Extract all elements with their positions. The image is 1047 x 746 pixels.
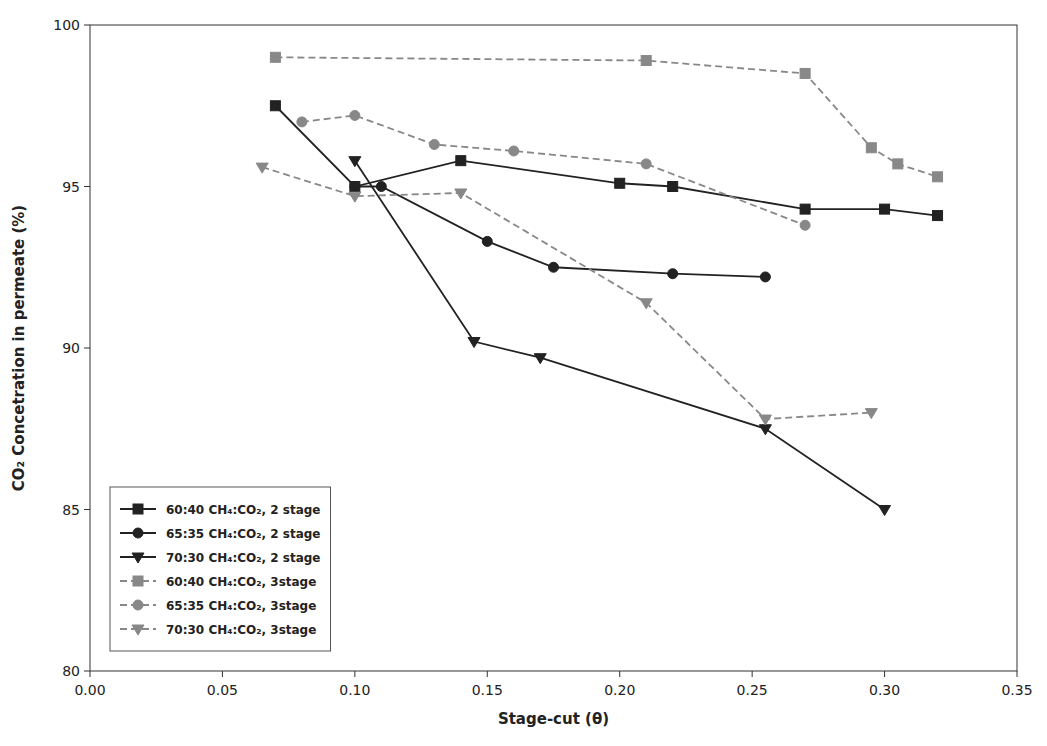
x-tick: [354, 671, 355, 677]
y-tick: [84, 671, 90, 672]
point: [549, 262, 559, 272]
legend-item: 65:35 CH₄:CO₂, 3stage: [120, 599, 316, 613]
x-tick: [1017, 671, 1018, 677]
series-line: [355, 161, 885, 510]
legend-label: 70:30 CH₄:CO₂, 3stage: [166, 623, 316, 637]
x-tick-label: 0.35: [1001, 682, 1032, 698]
point: [509, 146, 519, 156]
point: [270, 101, 280, 111]
point: [349, 192, 361, 202]
plot-frame: [90, 25, 1017, 671]
x-tick-label: 0.25: [737, 682, 768, 698]
point: [893, 159, 903, 169]
x-tick: [884, 671, 885, 677]
legend-box: [110, 487, 331, 651]
point: [759, 415, 771, 425]
legend-marker: [132, 553, 144, 563]
point: [615, 178, 625, 188]
x-tick-label: 0.10: [339, 682, 370, 698]
point: [534, 354, 546, 364]
x-tick: [487, 671, 488, 677]
x-tick-label: 0.00: [74, 682, 105, 698]
x-tick: [619, 671, 620, 677]
legend-label: 65:35 CH₄:CO₂, 2 stage: [166, 527, 321, 541]
y-tick-label: 90: [62, 340, 80, 356]
point: [640, 299, 652, 309]
legend-label: 70:30 CH₄:CO₂, 2 stage: [166, 551, 321, 565]
point: [270, 52, 280, 62]
legend-marker: [133, 504, 143, 514]
series-line: [355, 187, 766, 277]
point: [455, 189, 467, 199]
point: [933, 172, 943, 182]
point: [641, 56, 651, 66]
y-tick-label: 100: [53, 17, 80, 33]
point: [468, 338, 480, 348]
legend-item: 70:30 CH₄:CO₂, 3stage: [120, 623, 316, 637]
point: [350, 110, 360, 120]
point: [668, 182, 678, 192]
point: [349, 157, 361, 167]
series-line: [262, 167, 871, 419]
y-tick: [84, 186, 90, 187]
point: [880, 204, 890, 214]
point: [641, 159, 651, 169]
series: [350, 182, 771, 282]
x-tick-label: 0.30: [869, 682, 900, 698]
legend-item: 70:30 CH₄:CO₂, 2 stage: [120, 551, 321, 565]
point: [760, 272, 770, 282]
point: [668, 269, 678, 279]
point: [429, 140, 439, 150]
legend-marker: [132, 625, 144, 635]
legend-marker: [133, 600, 143, 610]
series-line: [302, 115, 805, 225]
point: [256, 163, 268, 173]
legend-marker: [133, 576, 143, 586]
point: [800, 68, 810, 78]
series: [297, 110, 810, 230]
legend-label: 65:35 CH₄:CO₂, 3stage: [166, 599, 316, 613]
y-tick-label: 95: [62, 179, 80, 195]
y-tick: [84, 348, 90, 349]
series: [256, 163, 877, 425]
point: [933, 211, 943, 221]
chart: 0.00 0.05 0.10 0.15 0.20 0.25 0.30 0.35 80 85 90 95…: [0, 0, 1047, 746]
point: [800, 204, 810, 214]
plot-data: [256, 52, 942, 515]
axes: 0.00 0.05 0.10 0.15 0.20 0.25 0.30 0.35 80 85 90 95…: [53, 17, 1032, 698]
y-tick-label: 85: [62, 502, 80, 518]
series: [349, 157, 891, 516]
point: [800, 220, 810, 230]
x-tick: [222, 671, 223, 677]
y-tick-label: 80: [62, 663, 80, 679]
y-tick: [84, 25, 90, 26]
point: [865, 409, 877, 419]
x-tick-label: 0.15: [472, 682, 503, 698]
point: [376, 182, 386, 192]
y-tick: [84, 509, 90, 510]
legend-label: 60:40 CH₄:CO₂, 2 stage: [166, 503, 321, 517]
point: [879, 506, 891, 516]
x-axis-label: Stage-cut (θ): [498, 710, 609, 728]
series-line: [275, 57, 937, 177]
series: [270, 52, 942, 182]
y-axis-label: CO₂ Concetration in permeate (%): [10, 205, 28, 491]
x-tick: [752, 671, 753, 677]
legend-item: 60:40 CH₄:CO₂, 2 stage: [120, 503, 321, 517]
legend: 60:40 CH₄:CO₂, 2 stage 65:35 CH₄:CO₂, 2 s…: [110, 487, 331, 651]
point: [866, 143, 876, 153]
point: [482, 236, 492, 246]
x-tick-label: 0.05: [207, 682, 238, 698]
point: [297, 117, 307, 127]
legend-marker: [133, 528, 143, 538]
legend-item: 60:40 CH₄:CO₂, 3stage: [120, 575, 316, 589]
legend-item: 65:35 CH₄:CO₂, 2 stage: [120, 527, 321, 541]
x-tick-label: 0.20: [604, 682, 635, 698]
point: [350, 182, 360, 192]
x-tick: [90, 671, 91, 677]
legend-label: 60:40 CH₄:CO₂, 3stage: [166, 575, 316, 589]
point: [759, 425, 771, 435]
point: [456, 156, 466, 166]
point: [350, 182, 360, 192]
